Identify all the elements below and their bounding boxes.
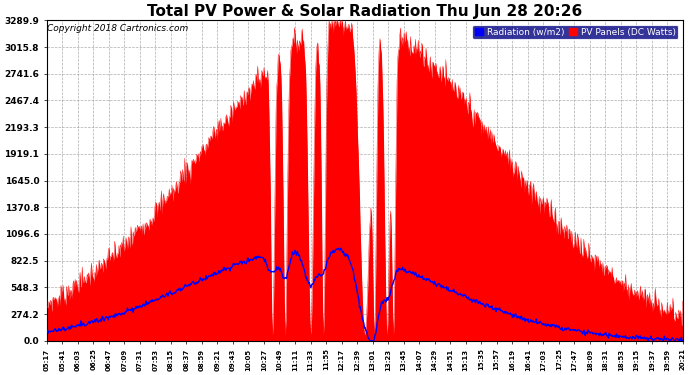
- Text: Copyright 2018 Cartronics.com: Copyright 2018 Cartronics.com: [48, 24, 188, 33]
- Title: Total PV Power & Solar Radiation Thu Jun 28 20:26: Total PV Power & Solar Radiation Thu Jun…: [147, 4, 582, 19]
- Legend: Radiation (w/m2), PV Panels (DC Watts): Radiation (w/m2), PV Panels (DC Watts): [473, 25, 678, 39]
